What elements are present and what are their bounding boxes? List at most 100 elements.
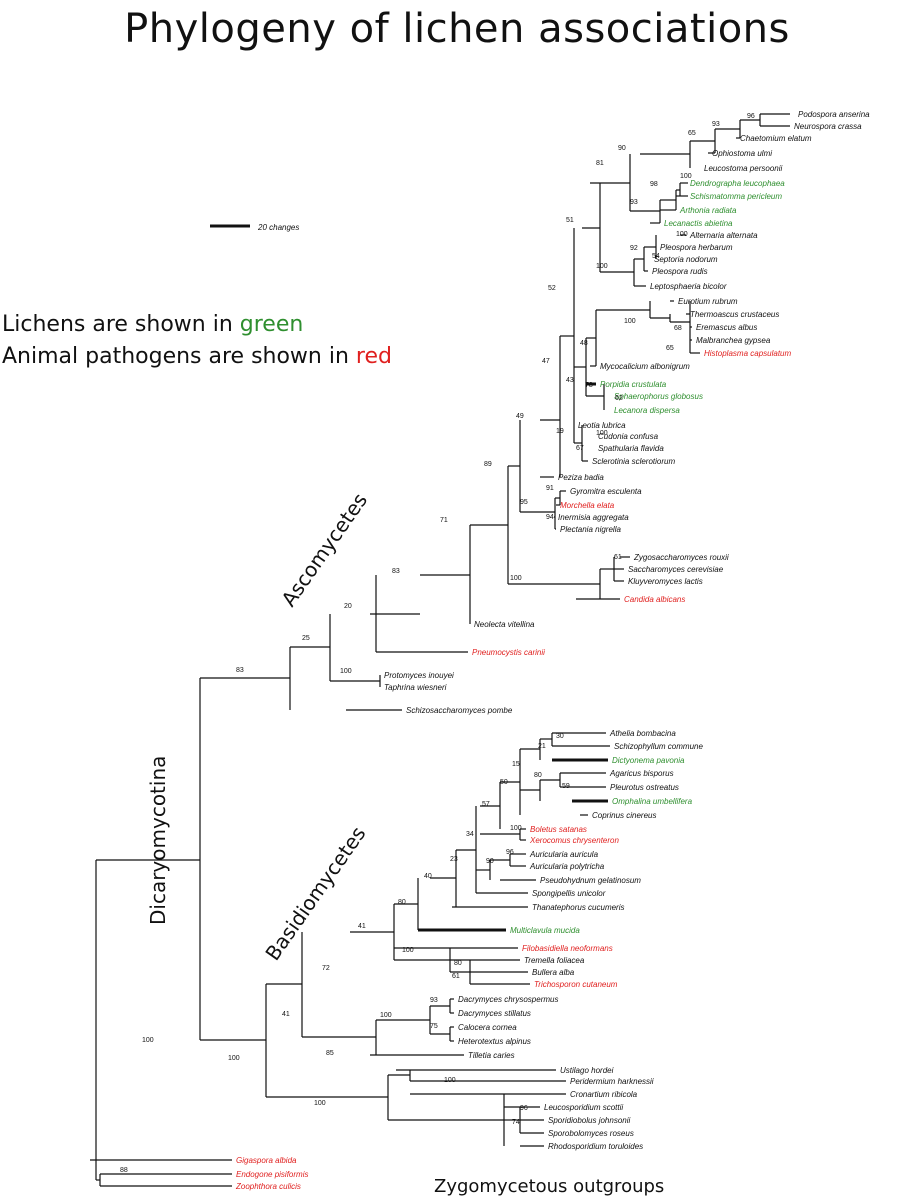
bootstrap-value: 100	[444, 1077, 456, 1084]
bootstrap-value: 51	[566, 217, 574, 224]
bootstrap-value: 81	[596, 160, 604, 167]
taxon-label: Endogone pisiformis	[236, 1170, 308, 1179]
taxon-label: Spathularia flavida	[598, 444, 664, 453]
bootstrap-value: 67	[576, 445, 584, 452]
bootstrap-value: 96	[520, 1105, 528, 1112]
taxon-label: Gigaspora albida	[236, 1156, 297, 1165]
taxon-label: Auricularia polytricha	[529, 862, 605, 871]
bootstrap-value: 62	[615, 395, 623, 402]
bootstrap-value: 34	[466, 831, 474, 838]
bootstrap-value: 93	[430, 997, 438, 1004]
bootstrap-value: 65	[666, 345, 674, 352]
bootstrap-value: 41	[282, 1011, 290, 1018]
bootstrap-value: 40	[424, 873, 432, 880]
bootstrap-value: 19	[556, 428, 564, 435]
taxon-label: Schizosaccharomyces pombe	[406, 706, 513, 715]
taxon-label: Leucosporidium scottii	[544, 1103, 623, 1112]
taxon-label: Porpidia crustulata	[600, 380, 667, 389]
taxon-label: Spongipellis unicolor	[532, 889, 606, 898]
taxon-label: Dendrographa leucophaea	[690, 179, 785, 188]
taxon-label: Bullera alba	[532, 968, 575, 977]
taxon-label: Multiclavula mucida	[510, 926, 580, 935]
taxon-label: Peridermium harknessii	[570, 1077, 654, 1086]
taxon-label: Gyromitra esculenta	[570, 487, 642, 496]
taxon-label: Zoophthora culicis	[235, 1182, 301, 1191]
taxon-label: Rhodosporidium toruloides	[548, 1142, 643, 1151]
bootstrap-value: 100	[676, 231, 688, 238]
taxon-label: Taphrina wiesneri	[384, 683, 447, 692]
taxon-label: Candida albicans	[624, 595, 685, 604]
taxon-label: Thanatephorus cucumeris	[532, 903, 625, 912]
taxon-label: Lecanactis abietina	[664, 219, 733, 228]
bootstrap-value: 100	[314, 1100, 326, 1107]
clade-label-basidiomycetes: Basidiomycetes	[260, 822, 370, 965]
bootstrap-value: 25	[302, 635, 310, 642]
taxon-label: Eurotium rubrum	[678, 297, 738, 306]
taxon-label: Saccharomyces cerevisiae	[628, 565, 724, 574]
taxon-label: Neurospora crassa	[794, 122, 862, 131]
bootstrap-value: 93	[712, 121, 720, 128]
bootstrap-value: 47	[542, 358, 550, 365]
taxa-labels: Podospora anserina Neurospora crassa Chaet…	[235, 110, 870, 1191]
bootstrap-value: 100	[142, 1037, 154, 1044]
taxon-label: Ophiostoma ulmi	[712, 149, 772, 158]
bootstrap-value: 68	[674, 325, 682, 332]
taxon-label: Tilletia caries	[468, 1051, 515, 1060]
clade-label-zygomycetous-outgroups: Zygomycetous outgroups	[434, 1176, 664, 1197]
bootstrap-value: 93	[630, 199, 638, 206]
taxon-label: Xerocomus chrysenteron	[529, 836, 619, 845]
taxon-label: Podospora anserina	[798, 110, 870, 119]
bootstrap-value: 15	[512, 761, 520, 768]
taxon-label: Agaricus bisporus	[609, 769, 674, 778]
taxon-label: Calocera cornea	[458, 1023, 517, 1032]
taxon-label: Athelia bombacina	[609, 729, 676, 738]
tree-branches	[90, 113, 790, 1187]
bootstrap-value: 90	[486, 858, 494, 865]
bootstrap-value: 57	[482, 801, 490, 808]
bootstrap-value: 98	[650, 181, 658, 188]
bootstrap-value: 59	[562, 783, 570, 790]
bootstrap-value: 52	[548, 285, 556, 292]
taxon-label: Pneumocystis carinii	[472, 648, 545, 657]
legend-lichens: Lichens are shown in green	[2, 312, 303, 337]
bootstrap-value: 48	[580, 340, 588, 347]
taxon-label: Schizophyllum commune	[614, 742, 703, 751]
bootstrap-value: 75	[430, 1023, 438, 1030]
taxon-label: Arthonia radiata	[679, 206, 737, 215]
taxon-label: Sporobolomyces roseus	[548, 1129, 634, 1138]
taxon-label: Lecanora dispersa	[614, 406, 680, 415]
taxon-label: Pleospora herbarum	[660, 243, 733, 252]
bootstrap-value: 80	[534, 772, 542, 779]
bootstrap-value: 72	[322, 965, 330, 972]
taxon-label: Protomyces inouyei	[384, 671, 454, 680]
scale-bar-label: 20 changes	[257, 223, 299, 232]
figure-title: Phylogeny of lichen associations	[124, 6, 790, 52]
bootstrap-labels: 96 93 65 90 81 100 98 93 51 100 92 54 100 52 100 68 65 48…	[120, 113, 755, 1174]
taxon-label: Ustilago hordei	[560, 1066, 614, 1075]
taxon-label: Omphalina umbellifera	[612, 797, 693, 806]
taxon-label: Trichosporon cutaneum	[534, 980, 618, 989]
legend-lichens-text: Lichens are shown in	[2, 312, 240, 337]
taxon-label: Pseudohydnum gelatinosum	[540, 876, 641, 885]
taxon-label: Sphaerophorus globosus	[614, 392, 703, 401]
legend-pathogens: Animal pathogens are shown in red	[2, 344, 392, 369]
bootstrap-value: 100	[680, 173, 692, 180]
bootstrap-value: 100	[402, 947, 414, 954]
taxon-label: Septoria nodorum	[654, 255, 718, 264]
bootstrap-value: 83	[392, 568, 400, 575]
bootstrap-value: 92	[630, 245, 638, 252]
taxon-label: Boletus satanas	[530, 825, 587, 834]
bootstrap-value: 74	[512, 1119, 520, 1126]
bootstrap-value: 23	[450, 856, 458, 863]
bootstrap-value: 85	[326, 1050, 334, 1057]
bootstrap-value: 100	[596, 430, 608, 437]
taxon-label: Dictyonema pavonia	[612, 756, 685, 765]
bootstrap-value: 100	[228, 1055, 240, 1062]
taxon-label: Dacrymyces stillatus	[458, 1009, 531, 1018]
legend-lichens-color-word: green	[239, 312, 304, 337]
taxon-label: Leotia lubrica	[578, 421, 626, 430]
bootstrap-value: 50	[500, 779, 508, 786]
bootstrap-value: 91	[546, 485, 554, 492]
